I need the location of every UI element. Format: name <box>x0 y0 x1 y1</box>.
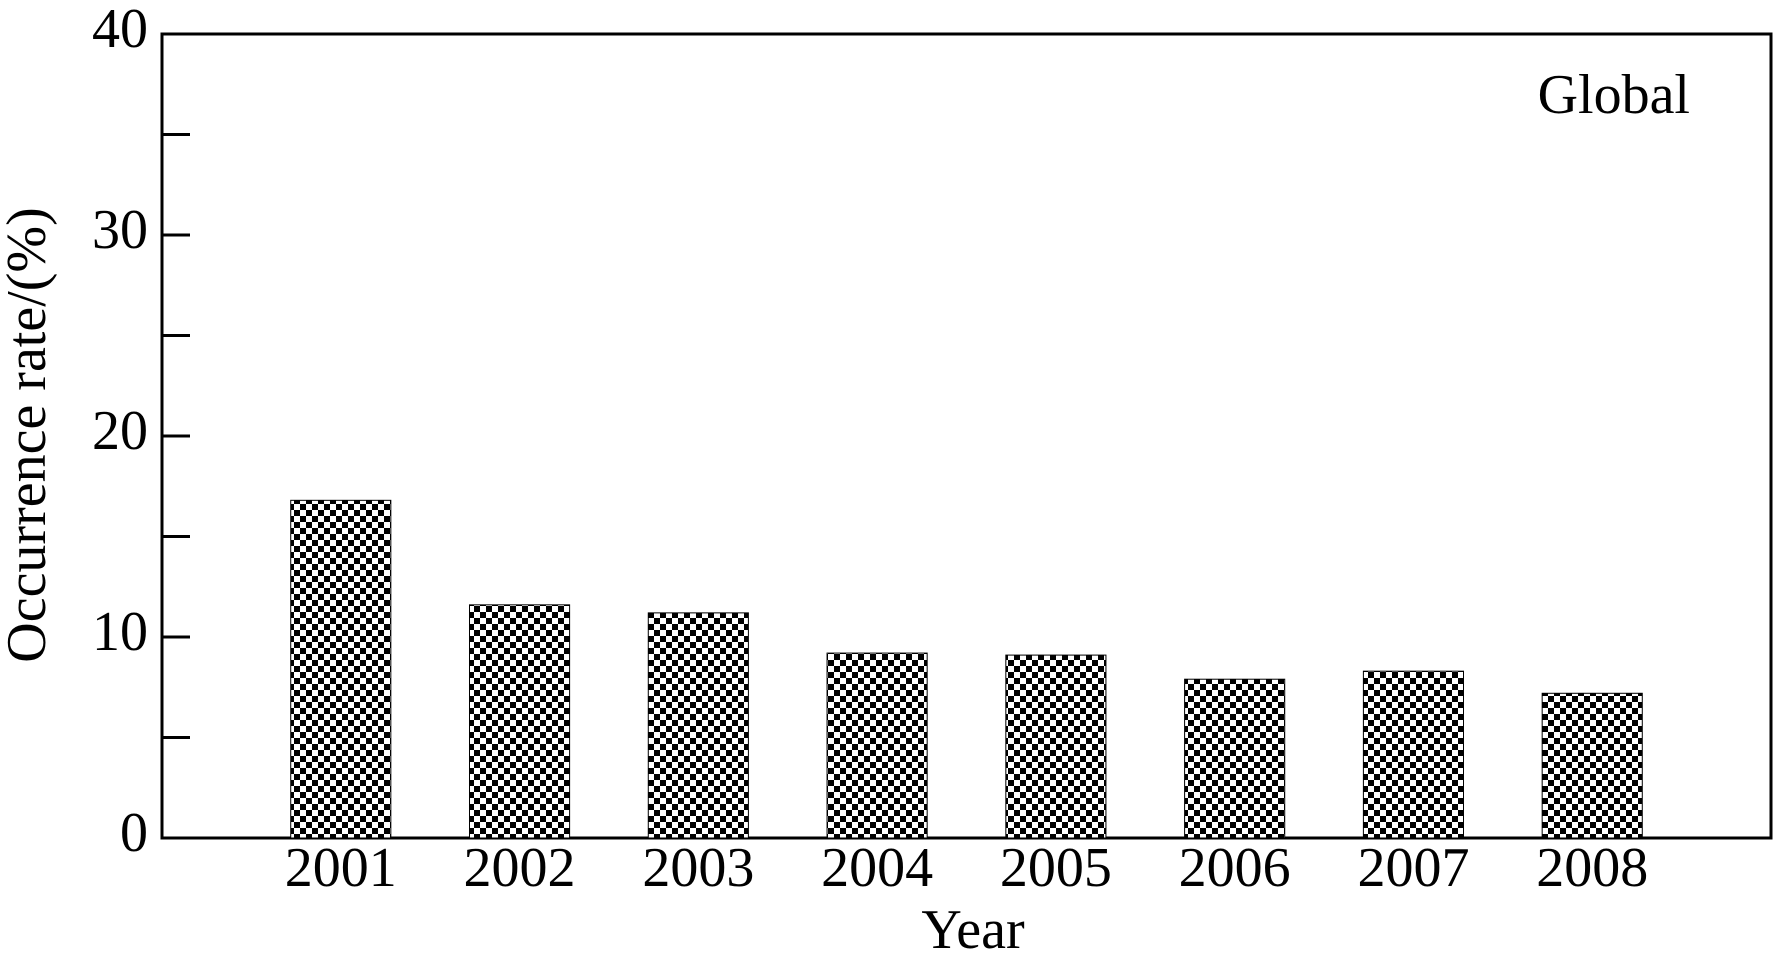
bar <box>1541 692 1643 839</box>
bar <box>468 604 571 839</box>
x-tick-label: 2008 <box>1536 837 1648 899</box>
x-tick-label: 2007 <box>1357 837 1469 899</box>
x-tick-label: 2003 <box>642 837 754 899</box>
y-tick-label: 10 <box>92 601 148 663</box>
y-axis-label: Occurrence rate/(%) <box>0 207 58 662</box>
bar <box>290 499 392 839</box>
x-tick-label: 2004 <box>821 837 933 899</box>
y-tick-label: 40 <box>92 0 148 60</box>
annotation: Global <box>1538 64 1690 126</box>
x-tick-label: 2002 <box>464 837 576 899</box>
x-axis-label: Year <box>921 899 1025 961</box>
bar <box>826 652 928 839</box>
x-tick-label: 2005 <box>1000 837 1112 899</box>
y-tick-label: 20 <box>92 400 148 462</box>
bar <box>1362 670 1465 839</box>
plot-frame <box>160 32 1773 840</box>
bar <box>1184 678 1286 839</box>
x-tick-label: 2006 <box>1179 837 1291 899</box>
bar <box>1005 654 1107 839</box>
x-tick-label: 2001 <box>285 837 397 899</box>
y-tick-label: 30 <box>92 199 148 261</box>
bar <box>647 612 749 839</box>
y-tick-label: 0 <box>120 802 148 864</box>
